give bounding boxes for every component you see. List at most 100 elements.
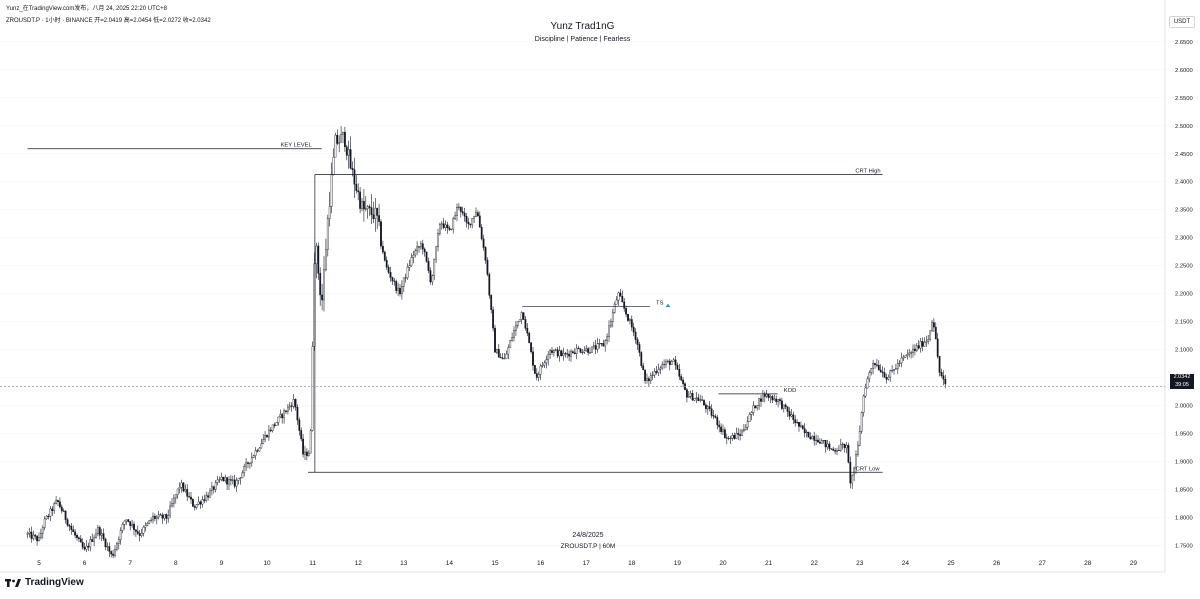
candle [235, 477, 238, 492]
candle [758, 397, 761, 410]
candle [110, 550, 113, 558]
symbol-label: ZROUSDT.P | 60M [561, 543, 616, 550]
candle [444, 220, 447, 232]
candle [285, 410, 287, 414]
candle [670, 359, 673, 365]
publish-info: Yunz_在TradingView.com发布，八月 24, 2025 22:2… [6, 6, 167, 12]
candle [864, 383, 867, 399]
candle [746, 416, 749, 431]
candle [51, 506, 54, 517]
candle [724, 427, 726, 439]
candle [729, 435, 732, 445]
candle [250, 452, 253, 467]
candle [469, 223, 472, 228]
candle [423, 247, 426, 257]
candle [629, 318, 631, 325]
candle [290, 402, 293, 412]
candle [482, 234, 485, 251]
candle [142, 525, 145, 537]
candle [809, 432, 812, 440]
candle [298, 417, 301, 436]
candle [383, 250, 386, 262]
time-axis[interactable]: 5 6 7 8 9 10 11 12 13 14 15 16 17 18 19 20 21 22 23 24 25 26 2… [37, 560, 1137, 567]
y-tick-label: 1.9500 [1175, 432, 1193, 438]
candle [268, 425, 270, 441]
candle [573, 348, 576, 355]
x-tick-label: 26 [993, 560, 1001, 567]
candle [174, 494, 177, 504]
candle [518, 319, 521, 323]
candle [577, 345, 580, 350]
candle [85, 540, 88, 553]
brand[interactable]: TradingView [5, 577, 84, 588]
candle [229, 475, 232, 486]
candle [239, 476, 242, 485]
candle [826, 439, 829, 451]
candle [543, 360, 546, 368]
currency-label[interactable]: USDT [1169, 16, 1195, 28]
price-axis[interactable]: 2.6500 2.6000 2.5500 2.5000 2.4500 2.4000 2.35… [1175, 40, 1193, 550]
candle [241, 470, 244, 479]
candle [93, 534, 96, 547]
candle [395, 279, 398, 294]
candle [68, 523, 71, 532]
candle [237, 478, 240, 485]
candle [722, 424, 724, 436]
candle [807, 431, 810, 438]
candle [744, 423, 747, 431]
candle [912, 344, 914, 358]
candle [30, 526, 33, 543]
candle [380, 219, 382, 250]
candle [264, 431, 266, 443]
current-price-tag: 2.0342 39:05 [1170, 374, 1194, 389]
candle [752, 401, 755, 416]
candle [896, 359, 899, 374]
x-tick-label: 24 [902, 560, 910, 567]
candle [693, 398, 696, 402]
candle [701, 395, 704, 401]
candle [271, 424, 274, 433]
candle [885, 373, 888, 384]
candle [414, 248, 417, 258]
candle [169, 501, 171, 519]
candle [357, 183, 360, 201]
candle [138, 529, 141, 542]
candle [748, 412, 751, 422]
candle [623, 297, 626, 312]
candle [95, 528, 97, 539]
candle [260, 438, 263, 449]
candle [431, 274, 434, 286]
candle [336, 129, 339, 146]
candle [167, 509, 170, 523]
levels: KEY LEVEL CRT High CRT Low TS KOD [27, 143, 883, 473]
candle [640, 351, 643, 368]
candle [89, 535, 92, 552]
candle [832, 446, 835, 452]
candle [214, 480, 217, 493]
candle [366, 204, 369, 219]
candle [304, 446, 306, 460]
candle [927, 334, 930, 345]
level-label: CRT Low [856, 466, 881, 472]
candle [917, 340, 920, 350]
candle [579, 347, 582, 354]
candle [351, 161, 354, 177]
candle [478, 211, 481, 228]
candle [228, 475, 230, 491]
candle [845, 441, 848, 454]
x-tick-label: 5 [37, 560, 41, 567]
candle [484, 245, 487, 264]
candle [530, 341, 533, 354]
candle [779, 397, 781, 405]
candle [815, 434, 818, 446]
candle [361, 197, 363, 212]
candle [231, 475, 234, 485]
candle [727, 436, 730, 441]
candle [661, 361, 664, 370]
candle [283, 408, 285, 424]
candle [906, 349, 909, 360]
candle [49, 506, 52, 521]
candle [104, 537, 107, 551]
candle [560, 349, 563, 357]
